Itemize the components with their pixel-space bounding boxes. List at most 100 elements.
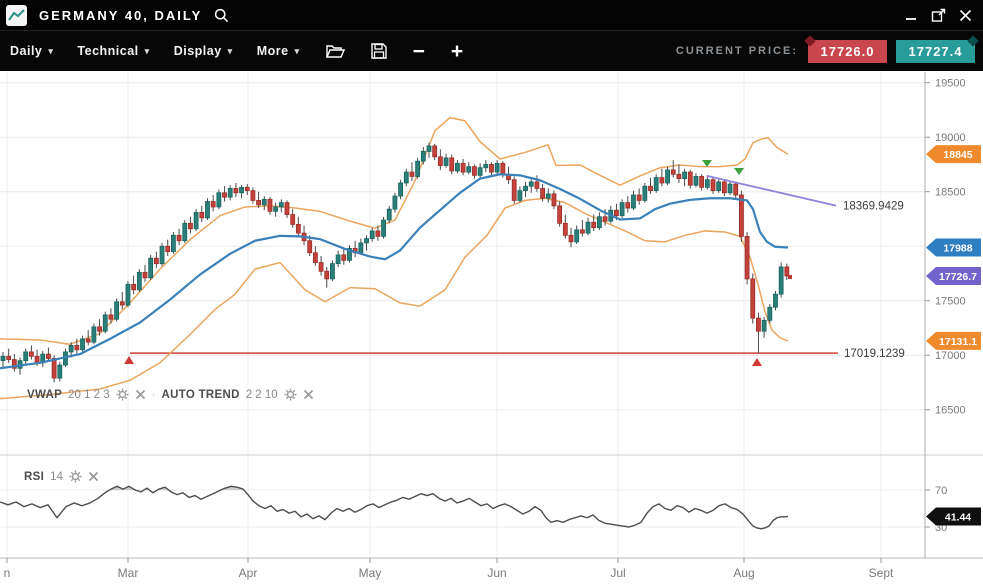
axis-badge-rsi-value-label: 41.44 (945, 511, 971, 523)
search-icon[interactable] (214, 8, 229, 23)
candle-body (142, 271, 148, 279)
candle-body (28, 351, 34, 357)
y-axis-tick-label: 17000 (935, 350, 966, 362)
open-folder-icon[interactable] (325, 44, 345, 59)
candle-body (574, 229, 580, 243)
vwap-remove-icon[interactable] (135, 389, 146, 400)
candle-body (148, 257, 154, 279)
close-button[interactable] (957, 7, 973, 23)
candle-body (710, 179, 716, 192)
rsi-remove-icon[interactable] (88, 471, 99, 482)
candle-body (568, 234, 574, 243)
candle-body (108, 314, 114, 320)
menu-technical[interactable]: Technical ▾ (77, 44, 149, 58)
candle-body (386, 208, 392, 221)
zoom-in-button[interactable]: + (451, 41, 463, 62)
candle-body (494, 162, 500, 173)
zoom-in-label: + (450, 39, 464, 63)
candle-body (614, 209, 619, 217)
minimize-button[interactable] (903, 7, 919, 23)
candle-body (653, 177, 659, 192)
auto-trend-legend-name: AUTO TREND (161, 388, 240, 401)
candle-body (642, 185, 648, 201)
candle-body (318, 262, 324, 272)
auto-trend-remove-icon[interactable] (303, 389, 314, 400)
candle-body (205, 201, 210, 219)
candle-body (432, 145, 438, 158)
candle-body (11, 359, 17, 369)
candle-body (97, 326, 102, 332)
horizontal-line-label: 17019.1239 (844, 348, 905, 360)
candle-body (119, 301, 125, 306)
candle-body (131, 283, 137, 291)
menu-more[interactable]: More ▾ (257, 44, 300, 58)
candle-body (51, 358, 57, 379)
sell-signal-triangle-icon (734, 168, 744, 175)
chevron-down-icon: ▾ (48, 45, 54, 56)
sell-price-badge[interactable]: 17726.0 (804, 34, 887, 63)
candle-body (210, 201, 216, 208)
window-title: GERMANY 40, DAILY (39, 7, 203, 23)
chevron-down-icon: ▾ (227, 45, 233, 56)
candle-body (216, 192, 222, 208)
candle-body (443, 157, 449, 166)
candle-body (176, 234, 182, 242)
rsi-axis-tick-label: 70 (935, 485, 947, 497)
candle-body (625, 202, 631, 209)
candle-body (744, 235, 750, 280)
candle-body (773, 293, 778, 308)
candle-body (250, 190, 256, 201)
candle-body (761, 319, 767, 332)
vwap-settings-gear-icon[interactable] (116, 388, 129, 401)
auto-trend-legend-params: 2 2 10 (245, 388, 278, 401)
candle-body (562, 222, 568, 236)
save-icon[interactable] (370, 43, 387, 59)
candle-body (57, 364, 63, 379)
candle-body (381, 219, 386, 237)
candle-body (91, 326, 97, 343)
candle-body (659, 177, 665, 184)
popout-button[interactable] (930, 7, 946, 23)
x-axis-label: Sept (869, 566, 894, 580)
candle-body (330, 263, 335, 280)
window-titlebar: GERMANY 40, DAILY (0, 0, 983, 30)
candle-body (227, 188, 233, 198)
candle-body (233, 188, 239, 194)
candle-body (460, 162, 466, 173)
menu-display[interactable]: Display ▾ (174, 44, 233, 58)
y-axis-tick-label: 19000 (935, 132, 966, 144)
candle-body (784, 266, 790, 277)
auto-trend-settings-gear-icon[interactable] (284, 388, 297, 401)
candle-body (307, 240, 313, 254)
candle-body (437, 156, 443, 166)
candle-body (392, 195, 398, 210)
buy-signal-triangle-icon (124, 356, 134, 364)
candle-body (278, 202, 284, 208)
menu-timeframe[interactable]: Daily ▾ (10, 44, 53, 58)
trend-line-label: 18369.9429 (843, 201, 904, 213)
candle-body (102, 314, 108, 332)
current-price-label: CURRENT PRICE: (675, 45, 798, 57)
candle-body (170, 234, 176, 253)
candle-body (273, 206, 279, 212)
candle-body (682, 171, 687, 180)
rsi-settings-gear-icon[interactable] (69, 470, 82, 483)
axis-badge-vwap-value-label: 17988 (943, 243, 972, 255)
candle-body (602, 216, 608, 222)
candle-body (721, 181, 727, 194)
x-axis-label: n (4, 566, 11, 580)
candle-body (523, 185, 528, 192)
rsi-legend-name: RSI (24, 470, 45, 483)
rsi-overbought-fill (221, 486, 244, 490)
sell-signal-triangle-icon (702, 160, 712, 167)
sell-price-value: 17726.0 (820, 43, 875, 59)
auto-trend-line[interactable] (706, 175, 837, 207)
buy-price-badge[interactable]: 17727.4 (896, 34, 979, 63)
zoom-out-button[interactable]: − (413, 41, 425, 62)
y-axis-tick-label: 16500 (935, 405, 966, 417)
candle-body (193, 212, 199, 230)
candle-body (454, 162, 460, 172)
candle-body (716, 181, 722, 192)
candle-body (244, 186, 250, 192)
